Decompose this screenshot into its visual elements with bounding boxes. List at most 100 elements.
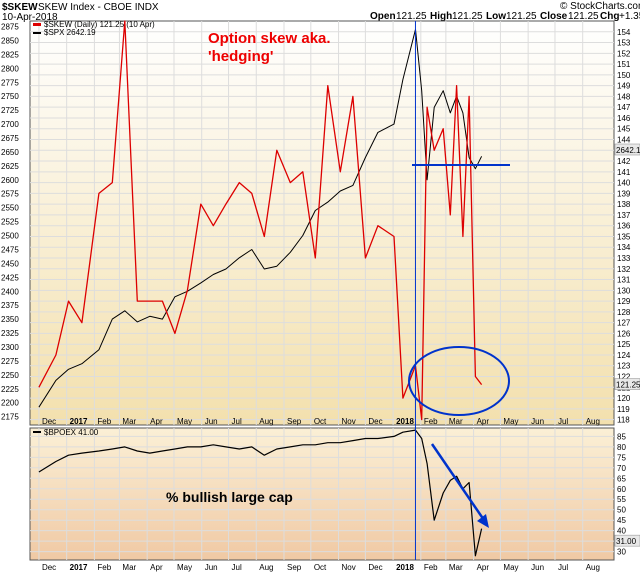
legend-swatch-skew <box>33 23 41 26</box>
y-tick-label-right: 139 <box>617 189 631 198</box>
x-tick-label: Jul <box>232 417 242 426</box>
y-tick-label-right: 45 <box>617 516 626 525</box>
y-tick-label-left: 2475 <box>1 245 19 254</box>
legend-swatch-spx <box>33 32 41 34</box>
y-tick-label-right: 75 <box>617 453 626 462</box>
y-tick-label-left: 2525 <box>1 218 19 227</box>
y-tick-label-right: 118 <box>617 416 630 425</box>
y-tick-label-right: 133 <box>617 254 631 263</box>
y-tick-label-left: 2400 <box>1 287 19 296</box>
y-tick-label-right: 142 <box>617 157 631 166</box>
y-tick-label-left: 2800 <box>1 64 19 73</box>
y-tick-label-left: 2825 <box>1 50 19 59</box>
y-tick-label-left: 2200 <box>1 399 19 408</box>
upper-series <box>38 20 483 421</box>
y-tick-label-right: 147 <box>617 103 631 112</box>
y-tick-label-left: 2625 <box>1 162 19 171</box>
y-tick-label-right: 50 <box>617 506 626 515</box>
x-tick-label: Jun <box>205 563 218 572</box>
x-tick-label: Nov <box>342 417 356 426</box>
y-tick-label-left: 2850 <box>1 37 19 46</box>
x-tick-label: 2018 <box>396 563 414 572</box>
x-tick-label: Dec <box>42 563 56 572</box>
header-source: © StockCharts.com <box>560 1 640 12</box>
x-tick-label: 2017 <box>70 417 88 426</box>
header-low: 121.25 <box>506 11 537 22</box>
header-high: 121.25 <box>452 11 483 22</box>
y-tick-label-right: 150 <box>617 71 631 80</box>
header-symbol: $SKEW <box>2 2 38 13</box>
y-tick-label-right: 137 <box>617 211 631 220</box>
x-tick-label: Nov <box>342 563 356 572</box>
y-tick-label-left: 2425 <box>1 273 19 282</box>
last-value-bpoex: 31.00 <box>616 537 637 546</box>
x-tick-label: Feb <box>424 417 438 426</box>
x-tick-label: Apr <box>477 417 490 426</box>
series-line-bpoex <box>38 429 483 557</box>
y-tick-label-right: 148 <box>617 92 631 101</box>
hand-drawn-annotations <box>408 21 510 560</box>
y-tick-label-right: 60 <box>617 485 626 494</box>
x-tick-label: Aug <box>586 563 600 572</box>
annotation-arrow-shaft <box>430 443 488 524</box>
x-tick-label: 2017 <box>70 563 88 572</box>
y-tick-label-left: 2575 <box>1 190 19 199</box>
y-tick-label-left: 2600 <box>1 176 19 185</box>
y-tick-label-right: 153 <box>617 39 631 48</box>
y-tick-label-right: 134 <box>617 243 631 252</box>
y-tick-label-left: 2700 <box>1 120 19 129</box>
y-tick-label-right: 146 <box>617 114 631 123</box>
x-tick-label: Sep <box>287 417 302 426</box>
x-tick-label: Jul <box>558 563 568 572</box>
upper-right-axis: 1181191201211221231241251261271281291301… <box>617 28 631 425</box>
y-tick-label-right: 124 <box>617 351 631 360</box>
y-tick-label-right: 127 <box>617 319 631 328</box>
chart-header: $SKEW SKEW Index - CBOE INDX 10-Apr-2018… <box>2 1 640 23</box>
header-high-label: High <box>430 11 452 22</box>
y-tick-label-right: 65 <box>617 474 626 483</box>
upper-grid <box>30 21 614 425</box>
last-value-badges: 121.25 2642.19 31.00 <box>614 143 640 547</box>
y-tick-label-right: 149 <box>617 82 631 91</box>
series-line-spx <box>38 28 483 408</box>
y-tick-label-right: 138 <box>617 200 631 209</box>
upper-panel <box>29 20 615 426</box>
annotation-arrow-head <box>477 514 489 528</box>
y-tick-label-left: 2750 <box>1 92 19 101</box>
legend-bpoex: $BPOEX 41.00 <box>44 428 99 437</box>
x-tick-label: Feb <box>97 563 111 572</box>
y-tick-label-right: 129 <box>617 297 631 306</box>
annotation-skew-line1: Option skew aka. <box>208 30 331 47</box>
x-tick-label: Mar <box>449 417 463 426</box>
y-tick-label-right: 55 <box>617 495 626 504</box>
y-tick-label-right: 135 <box>617 232 631 241</box>
y-tick-label-left: 2250 <box>1 371 19 380</box>
x-tick-label: Sep <box>287 563 302 572</box>
upper-legend: $SKEW (Daily) 121.25 (10 Apr) $SPX 2642.… <box>33 20 155 37</box>
y-tick-label-left: 2275 <box>1 357 19 366</box>
header-close-label: Close <box>540 11 568 22</box>
y-tick-label-right: 151 <box>617 60 631 69</box>
last-value-spx: 2642.19 <box>616 146 640 155</box>
y-tick-label-left: 2450 <box>1 259 19 268</box>
y-tick-label-right: 85 <box>617 432 626 441</box>
last-value-skew-box <box>614 378 640 390</box>
lower-legend: $BPOEX 41.00 <box>33 428 99 437</box>
y-tick-label-right: 126 <box>617 329 631 338</box>
header-open-label: Open <box>370 11 396 22</box>
legend-swatch-bpoex <box>33 431 41 433</box>
legend-spx: $SPX 2642.19 <box>44 28 96 37</box>
y-tick-label-left: 2875 <box>1 23 19 32</box>
y-tick-label-right: 132 <box>617 265 631 274</box>
y-tick-label-left: 2300 <box>1 343 19 352</box>
y-tick-label-left: 2675 <box>1 134 19 143</box>
x-tick-label: Jul <box>558 417 568 426</box>
lower-x-axis: Dec 2017 Feb Mar Apr May Jun Jul Aug Sep Oct Nov Dec… <box>42 563 600 572</box>
y-tick-label-right: 154 <box>617 28 631 37</box>
x-tick-label: May <box>177 417 192 426</box>
x-tick-label: Oct <box>314 563 327 572</box>
x-tick-label: Dec <box>368 563 382 572</box>
x-tick-label: Jul <box>232 563 242 572</box>
annotation-bpoex: % bullish large cap <box>166 489 293 505</box>
